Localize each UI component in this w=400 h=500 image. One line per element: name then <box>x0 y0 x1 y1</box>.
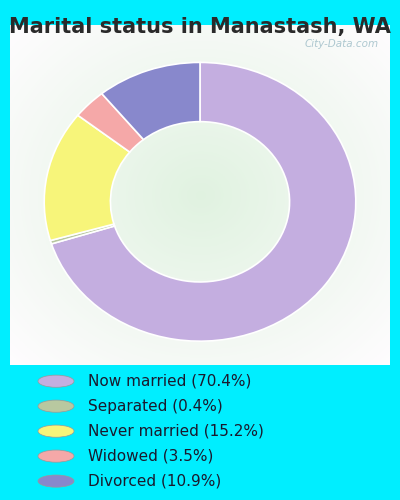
Wedge shape <box>44 116 130 240</box>
Text: Never married (15.2%): Never married (15.2%) <box>88 424 264 438</box>
Wedge shape <box>78 94 144 152</box>
Text: Divorced (10.9%): Divorced (10.9%) <box>88 474 221 488</box>
Circle shape <box>38 375 74 388</box>
Text: Separated (0.4%): Separated (0.4%) <box>88 398 223 413</box>
Circle shape <box>38 425 74 437</box>
Wedge shape <box>102 62 200 140</box>
Wedge shape <box>52 62 356 341</box>
Text: Widowed (3.5%): Widowed (3.5%) <box>88 448 213 464</box>
Wedge shape <box>50 224 114 244</box>
Circle shape <box>38 450 74 462</box>
Text: City-Data.com: City-Data.com <box>304 38 378 48</box>
Text: Now married (70.4%): Now married (70.4%) <box>88 374 251 388</box>
Text: Marital status in Manastash, WA: Marital status in Manastash, WA <box>9 18 391 38</box>
Circle shape <box>38 400 74 412</box>
Circle shape <box>38 475 74 487</box>
